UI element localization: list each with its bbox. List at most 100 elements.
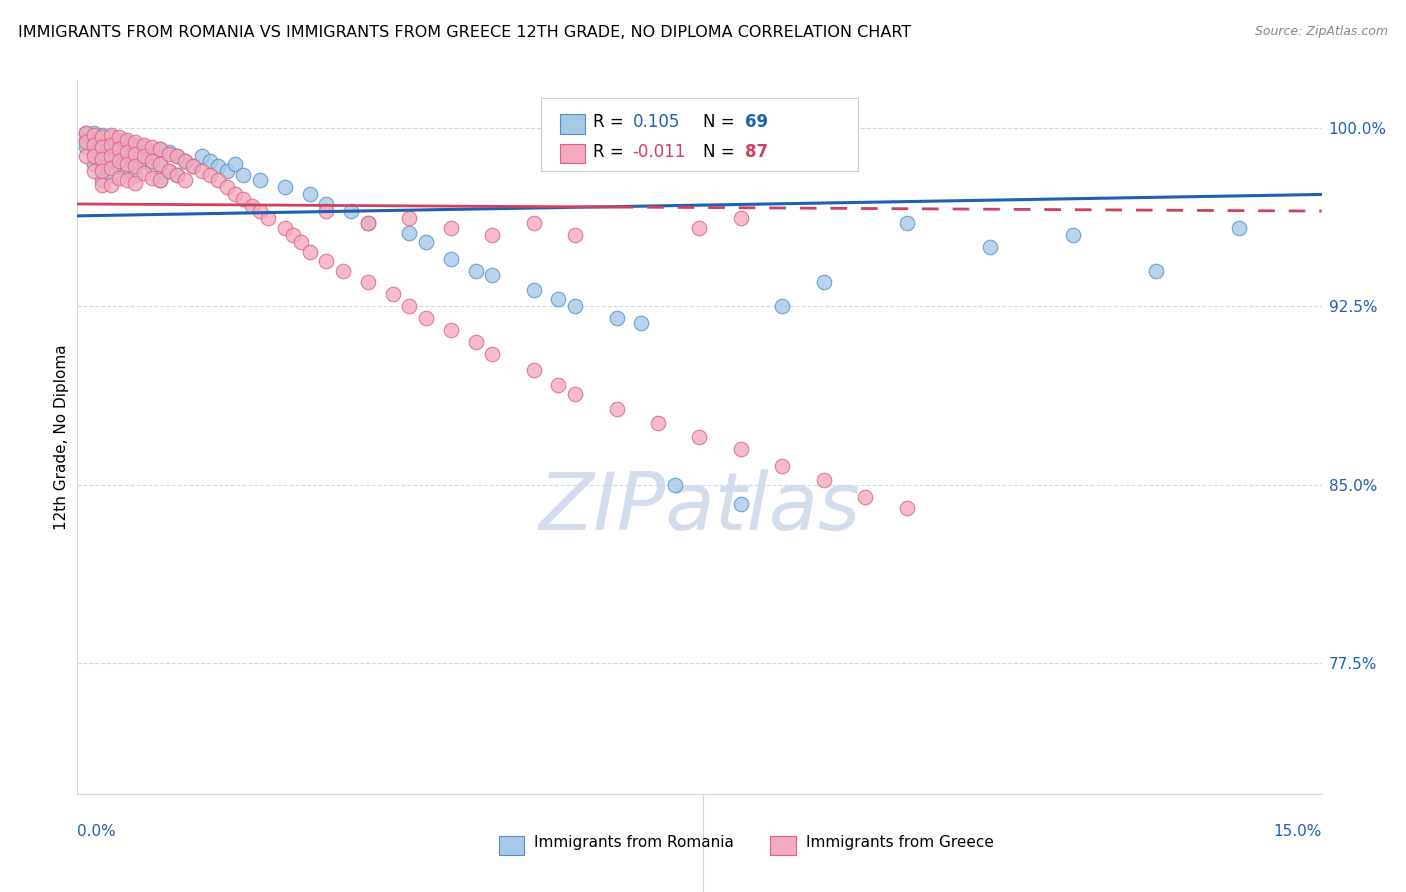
Point xyxy=(100,178,122,192)
Point xyxy=(440,252,463,266)
Point xyxy=(166,169,188,183)
Point xyxy=(157,145,180,159)
Point xyxy=(124,169,146,183)
Point xyxy=(440,323,463,337)
Point xyxy=(100,169,122,183)
Point xyxy=(141,140,163,154)
Point xyxy=(340,204,363,219)
Text: -0.011: -0.011 xyxy=(633,143,686,161)
Point xyxy=(91,140,114,154)
Point xyxy=(149,173,172,187)
Point xyxy=(523,283,546,297)
Point xyxy=(481,347,503,361)
Point xyxy=(100,154,122,169)
Point xyxy=(91,128,114,142)
Point xyxy=(896,501,918,516)
Point xyxy=(83,137,105,152)
Point xyxy=(332,263,354,277)
Point xyxy=(75,126,97,140)
Point xyxy=(290,235,312,249)
Point xyxy=(166,169,188,183)
Point xyxy=(896,216,918,230)
Point xyxy=(689,430,711,444)
Point xyxy=(855,490,877,504)
Point xyxy=(281,227,304,242)
Point xyxy=(124,147,146,161)
Point xyxy=(149,142,172,156)
Point xyxy=(75,126,97,140)
Point xyxy=(132,166,155,180)
Point xyxy=(91,178,114,192)
Point xyxy=(813,276,835,290)
Point xyxy=(249,204,271,219)
Point xyxy=(115,135,138,149)
Point xyxy=(115,156,138,170)
Text: R =: R = xyxy=(593,143,624,161)
Point xyxy=(108,142,131,156)
Point xyxy=(481,227,503,242)
Text: 15.0%: 15.0% xyxy=(1274,824,1322,838)
Point xyxy=(166,149,188,163)
Point xyxy=(207,159,229,173)
Point xyxy=(157,147,180,161)
Point xyxy=(124,176,146,190)
Point xyxy=(198,154,221,169)
Point xyxy=(547,377,569,392)
Point xyxy=(464,263,486,277)
Point xyxy=(215,163,238,178)
Point xyxy=(315,197,337,211)
Point xyxy=(100,161,122,176)
Point xyxy=(772,458,794,473)
Point xyxy=(83,135,105,149)
Text: 0.0%: 0.0% xyxy=(77,824,117,838)
Text: 69: 69 xyxy=(745,113,768,131)
Point xyxy=(772,299,794,313)
Point xyxy=(174,154,197,169)
Point xyxy=(100,137,122,152)
Point xyxy=(141,145,163,159)
Point xyxy=(207,173,229,187)
Point xyxy=(157,163,180,178)
Point xyxy=(149,142,172,156)
Point xyxy=(564,387,586,401)
Point xyxy=(224,156,246,170)
Point xyxy=(298,244,321,259)
Point xyxy=(1144,263,1167,277)
Point xyxy=(232,169,254,183)
Point xyxy=(132,140,155,154)
Text: N =: N = xyxy=(703,143,734,161)
Y-axis label: 12th Grade, No Diploma: 12th Grade, No Diploma xyxy=(53,344,69,530)
Point xyxy=(730,497,752,511)
Point xyxy=(83,145,105,159)
Point xyxy=(415,235,437,249)
Point xyxy=(398,226,420,240)
Text: ZIPatlas: ZIPatlas xyxy=(538,469,860,548)
Point xyxy=(174,154,197,169)
Point xyxy=(240,199,263,213)
Text: Immigrants from Greece: Immigrants from Greece xyxy=(806,836,994,850)
Point xyxy=(232,192,254,206)
Point xyxy=(124,135,146,149)
Point xyxy=(274,220,297,235)
Point xyxy=(83,156,105,170)
Point xyxy=(115,149,138,163)
Point xyxy=(315,254,337,268)
Point xyxy=(215,180,238,194)
Point xyxy=(398,299,420,313)
Point xyxy=(91,137,114,152)
Point xyxy=(100,128,122,142)
Point xyxy=(124,137,146,152)
Point xyxy=(730,211,752,226)
Point xyxy=(813,473,835,487)
Point xyxy=(83,149,105,163)
Point xyxy=(191,149,214,163)
Point xyxy=(149,156,172,170)
Point xyxy=(274,180,297,194)
Text: 0.105: 0.105 xyxy=(633,113,681,131)
Point xyxy=(224,187,246,202)
Point xyxy=(357,216,380,230)
Point xyxy=(124,159,146,173)
Point xyxy=(606,311,628,326)
Point xyxy=(149,156,172,170)
Point xyxy=(174,173,197,187)
